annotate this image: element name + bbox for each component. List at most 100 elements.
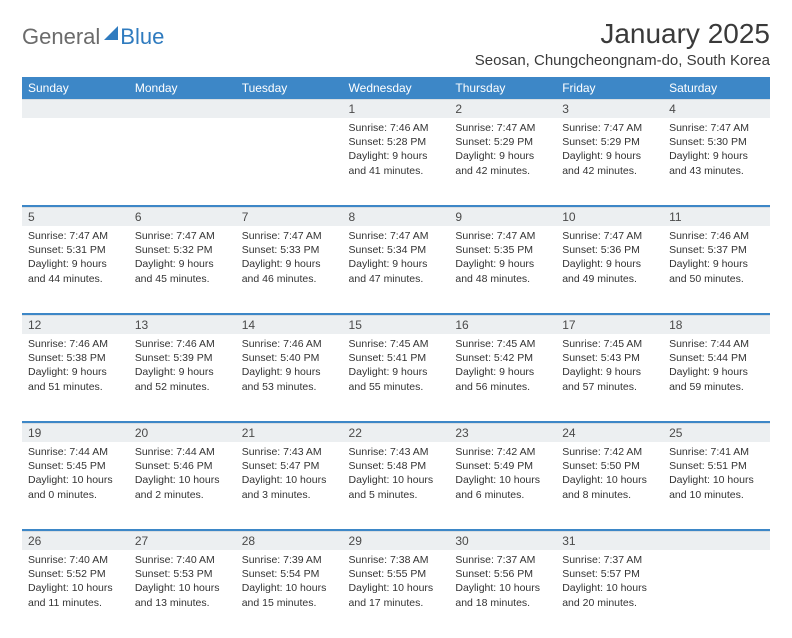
- day-content: Sunrise: 7:47 AMSunset: 5:35 PMDaylight:…: [449, 226, 556, 292]
- day-cell: Sunrise: 7:45 AMSunset: 5:41 PMDaylight:…: [343, 334, 450, 422]
- week-row: Sunrise: 7:46 AMSunset: 5:38 PMDaylight:…: [22, 334, 770, 422]
- day-content: Sunrise: 7:45 AMSunset: 5:43 PMDaylight:…: [556, 334, 663, 400]
- week-row: Sunrise: 7:47 AMSunset: 5:31 PMDaylight:…: [22, 226, 770, 314]
- day-number: [22, 99, 129, 118]
- day-number: 18: [663, 315, 770, 334]
- day-cell: Sunrise: 7:47 AMSunset: 5:30 PMDaylight:…: [663, 118, 770, 206]
- day-cell: Sunrise: 7:44 AMSunset: 5:44 PMDaylight:…: [663, 334, 770, 422]
- week-row: Sunrise: 7:46 AMSunset: 5:28 PMDaylight:…: [22, 118, 770, 206]
- day-content: Sunrise: 7:46 AMSunset: 5:39 PMDaylight:…: [129, 334, 236, 400]
- day-content: Sunrise: 7:47 AMSunset: 5:29 PMDaylight:…: [556, 118, 663, 184]
- day-cell: Sunrise: 7:43 AMSunset: 5:47 PMDaylight:…: [236, 442, 343, 530]
- day-header: Wednesday: [343, 77, 450, 99]
- day-content: Sunrise: 7:47 AMSunset: 5:32 PMDaylight:…: [129, 226, 236, 292]
- header: General Blue January 2025 Seosan, Chungc…: [22, 18, 770, 69]
- day-content: Sunrise: 7:46 AMSunset: 5:40 PMDaylight:…: [236, 334, 343, 400]
- day-number: 8: [343, 207, 450, 226]
- day-number: 4: [663, 99, 770, 118]
- day-cell: Sunrise: 7:41 AMSunset: 5:51 PMDaylight:…: [663, 442, 770, 530]
- day-cell: Sunrise: 7:37 AMSunset: 5:56 PMDaylight:…: [449, 550, 556, 638]
- day-content: Sunrise: 7:43 AMSunset: 5:47 PMDaylight:…: [236, 442, 343, 508]
- day-number: 3: [556, 99, 663, 118]
- daynum-row: 12131415161718: [22, 315, 770, 334]
- day-header: Sunday: [22, 77, 129, 99]
- day-number: 24: [556, 423, 663, 442]
- day-cell: Sunrise: 7:46 AMSunset: 5:40 PMDaylight:…: [236, 334, 343, 422]
- day-content: Sunrise: 7:46 AMSunset: 5:37 PMDaylight:…: [663, 226, 770, 292]
- day-content: Sunrise: 7:47 AMSunset: 5:34 PMDaylight:…: [343, 226, 450, 292]
- day-cell: [22, 118, 129, 206]
- day-number: 28: [236, 531, 343, 550]
- day-number: 10: [556, 207, 663, 226]
- day-number: 20: [129, 423, 236, 442]
- day-cell: Sunrise: 7:42 AMSunset: 5:49 PMDaylight:…: [449, 442, 556, 530]
- day-number: 17: [556, 315, 663, 334]
- day-cell: Sunrise: 7:47 AMSunset: 5:32 PMDaylight:…: [129, 226, 236, 314]
- daynum-row: 1234: [22, 99, 770, 118]
- day-cell: Sunrise: 7:47 AMSunset: 5:35 PMDaylight:…: [449, 226, 556, 314]
- day-number: 1: [343, 99, 450, 118]
- day-cell: Sunrise: 7:47 AMSunset: 5:31 PMDaylight:…: [22, 226, 129, 314]
- week-row: Sunrise: 7:44 AMSunset: 5:45 PMDaylight:…: [22, 442, 770, 530]
- week-row: Sunrise: 7:40 AMSunset: 5:52 PMDaylight:…: [22, 550, 770, 638]
- day-content: Sunrise: 7:41 AMSunset: 5:51 PMDaylight:…: [663, 442, 770, 508]
- day-number: 12: [22, 315, 129, 334]
- day-number: 29: [343, 531, 450, 550]
- day-header: Friday: [556, 77, 663, 99]
- day-cell: Sunrise: 7:43 AMSunset: 5:48 PMDaylight:…: [343, 442, 450, 530]
- day-number: 23: [449, 423, 556, 442]
- day-cell: Sunrise: 7:44 AMSunset: 5:46 PMDaylight:…: [129, 442, 236, 530]
- day-cell: [129, 118, 236, 206]
- day-number: 2: [449, 99, 556, 118]
- day-content: Sunrise: 7:37 AMSunset: 5:56 PMDaylight:…: [449, 550, 556, 616]
- daynum-row: 262728293031: [22, 531, 770, 550]
- day-number: 25: [663, 423, 770, 442]
- day-content: Sunrise: 7:45 AMSunset: 5:41 PMDaylight:…: [343, 334, 450, 400]
- day-cell: Sunrise: 7:46 AMSunset: 5:28 PMDaylight:…: [343, 118, 450, 206]
- logo-sail-icon: [104, 26, 118, 40]
- day-number: 27: [129, 531, 236, 550]
- day-cell: Sunrise: 7:42 AMSunset: 5:50 PMDaylight:…: [556, 442, 663, 530]
- day-content: Sunrise: 7:47 AMSunset: 5:36 PMDaylight:…: [556, 226, 663, 292]
- day-content: Sunrise: 7:39 AMSunset: 5:54 PMDaylight:…: [236, 550, 343, 616]
- day-content: Sunrise: 7:43 AMSunset: 5:48 PMDaylight:…: [343, 442, 450, 508]
- day-number: 31: [556, 531, 663, 550]
- day-cell: Sunrise: 7:46 AMSunset: 5:39 PMDaylight:…: [129, 334, 236, 422]
- day-cell: Sunrise: 7:44 AMSunset: 5:45 PMDaylight:…: [22, 442, 129, 530]
- title-block: January 2025 Seosan, Chungcheongnam-do, …: [475, 18, 770, 69]
- day-header: Thursday: [449, 77, 556, 99]
- daynum-row: 19202122232425: [22, 423, 770, 442]
- day-header: Saturday: [663, 77, 770, 99]
- logo-text-general: General: [22, 24, 100, 50]
- day-cell: Sunrise: 7:46 AMSunset: 5:38 PMDaylight:…: [22, 334, 129, 422]
- day-content: Sunrise: 7:37 AMSunset: 5:57 PMDaylight:…: [556, 550, 663, 616]
- logo-text-blue: Blue: [120, 24, 164, 50]
- day-cell: Sunrise: 7:38 AMSunset: 5:55 PMDaylight:…: [343, 550, 450, 638]
- day-content: Sunrise: 7:40 AMSunset: 5:52 PMDaylight:…: [22, 550, 129, 616]
- day-cell: Sunrise: 7:47 AMSunset: 5:33 PMDaylight:…: [236, 226, 343, 314]
- day-number: [236, 99, 343, 118]
- day-content: Sunrise: 7:38 AMSunset: 5:55 PMDaylight:…: [343, 550, 450, 616]
- day-number: 26: [22, 531, 129, 550]
- day-content: Sunrise: 7:44 AMSunset: 5:44 PMDaylight:…: [663, 334, 770, 400]
- day-content: Sunrise: 7:40 AMSunset: 5:53 PMDaylight:…: [129, 550, 236, 616]
- day-content: Sunrise: 7:45 AMSunset: 5:42 PMDaylight:…: [449, 334, 556, 400]
- day-number: 11: [663, 207, 770, 226]
- day-content: Sunrise: 7:47 AMSunset: 5:31 PMDaylight:…: [22, 226, 129, 292]
- day-content: Sunrise: 7:44 AMSunset: 5:46 PMDaylight:…: [129, 442, 236, 508]
- location: Seosan, Chungcheongnam-do, South Korea: [475, 52, 770, 69]
- day-cell: Sunrise: 7:45 AMSunset: 5:42 PMDaylight:…: [449, 334, 556, 422]
- day-number: 19: [22, 423, 129, 442]
- day-number: 30: [449, 531, 556, 550]
- calendar-table: SundayMondayTuesdayWednesdayThursdayFrid…: [22, 77, 770, 638]
- day-cell: Sunrise: 7:47 AMSunset: 5:36 PMDaylight:…: [556, 226, 663, 314]
- day-cell: Sunrise: 7:40 AMSunset: 5:52 PMDaylight:…: [22, 550, 129, 638]
- month-title: January 2025: [475, 18, 770, 50]
- day-cell: Sunrise: 7:37 AMSunset: 5:57 PMDaylight:…: [556, 550, 663, 638]
- day-content: Sunrise: 7:42 AMSunset: 5:49 PMDaylight:…: [449, 442, 556, 508]
- day-cell: [236, 118, 343, 206]
- day-number: 5: [22, 207, 129, 226]
- day-number: 16: [449, 315, 556, 334]
- day-number: 14: [236, 315, 343, 334]
- day-content: Sunrise: 7:42 AMSunset: 5:50 PMDaylight:…: [556, 442, 663, 508]
